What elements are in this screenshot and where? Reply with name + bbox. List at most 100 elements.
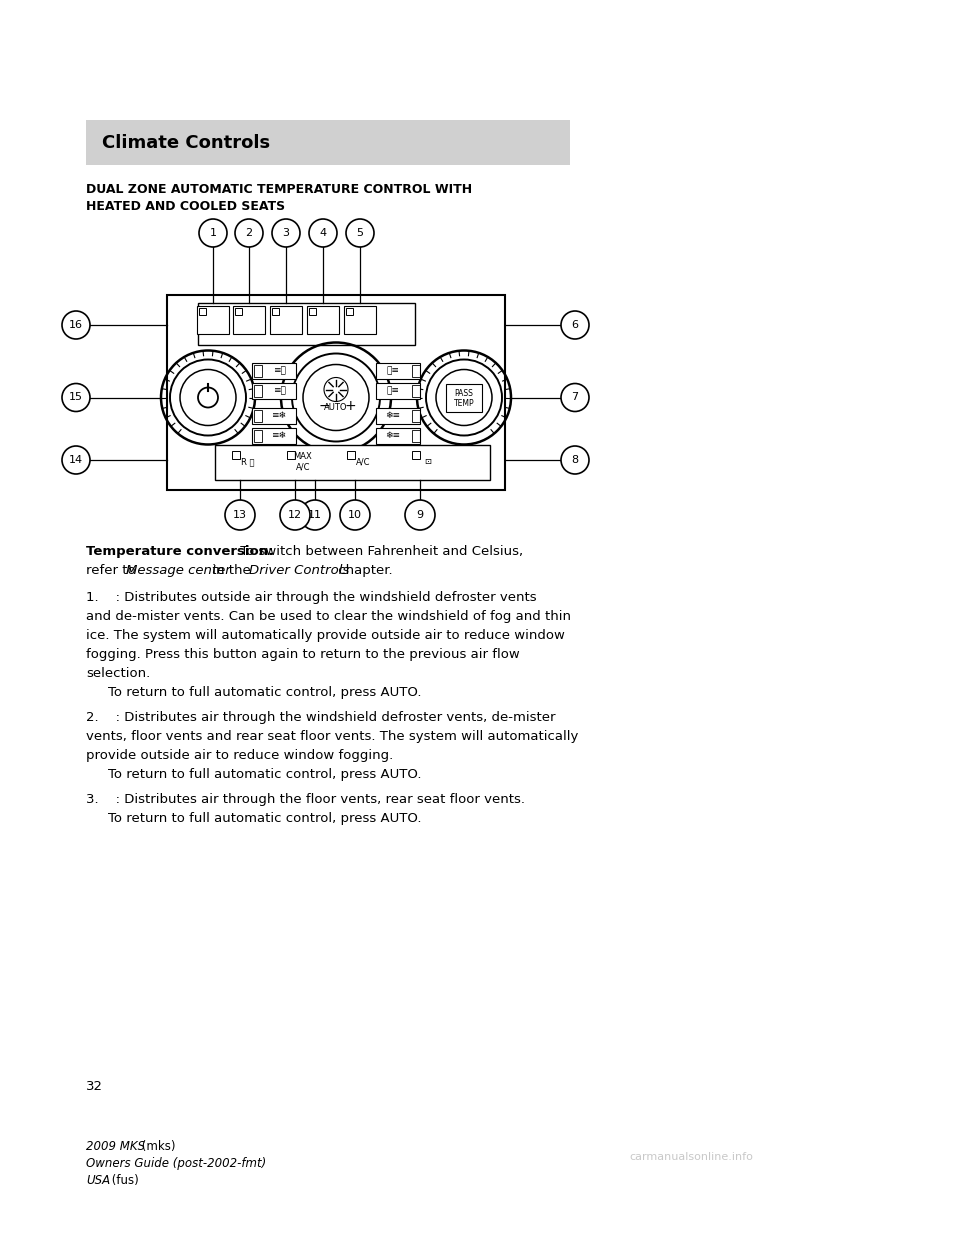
Text: 5: 5 [356,229,364,238]
Bar [254,365,262,378]
Bar [412,451,420,460]
Text: 9: 9 [417,510,423,520]
Text: 1: 1 [209,229,217,238]
Ellipse shape [346,219,374,247]
Bar [252,428,296,443]
Text: ≡✋: ≡✋ [273,366,285,375]
Text: 2009 MKS: 2009 MKS [86,1140,145,1153]
Text: ≡❄: ≡❄ [272,431,286,441]
Circle shape [180,370,236,426]
Text: 1.    : Distributes outside air through the windshield defroster vents: 1. : Distributes outside air through the… [86,591,537,604]
Bar [86,120,570,165]
Text: selection.: selection. [86,667,151,681]
Bar [270,306,302,334]
Bar [232,451,240,460]
Text: PASS: PASS [455,389,473,397]
Text: (fus): (fus) [108,1174,139,1187]
Text: 11: 11 [308,510,322,520]
Text: 4: 4 [320,229,326,238]
Text: ≡✋: ≡✋ [273,386,285,395]
Text: 3: 3 [282,229,290,238]
Ellipse shape [62,446,90,474]
Bar [287,451,295,460]
Ellipse shape [225,501,255,530]
Text: To return to full automatic control, press AUTO.: To return to full automatic control, pre… [108,812,421,825]
Bar [412,365,420,378]
Text: 32: 32 [86,1081,103,1093]
Text: ❄≡: ❄≡ [386,411,400,421]
Text: 2.    : Distributes air through the windshield defroster vents, de-mister: 2. : Distributes air through the windshi… [86,710,556,724]
Bar [167,296,505,491]
Text: DUAL ZONE AUTOMATIC TEMPERATURE CONTROL WITH: DUAL ZONE AUTOMATIC TEMPERATURE CONTROL … [86,183,472,196]
Text: 8: 8 [571,455,579,465]
Text: USA: USA [86,1174,110,1187]
Text: Owners Guide (post-2002-fmt): Owners Guide (post-2002-fmt) [86,1158,266,1170]
Text: ✋≡: ✋≡ [387,386,399,395]
Bar [235,308,242,315]
Text: fogging. Press this button again to return to the previous air flow: fogging. Press this button again to retu… [86,648,519,661]
Ellipse shape [235,219,263,247]
Ellipse shape [62,310,90,339]
Ellipse shape [561,384,589,411]
Ellipse shape [561,310,589,339]
Text: −: − [318,399,330,412]
Text: 14: 14 [69,455,84,465]
Text: 12: 12 [288,510,302,520]
Text: To return to full automatic control, press AUTO.: To return to full automatic control, pre… [108,768,421,781]
Ellipse shape [199,219,227,247]
Bar [215,445,490,479]
Bar [309,308,316,315]
Text: ✋≡: ✋≡ [387,366,399,375]
Bar [252,363,296,379]
Text: in the: in the [208,564,255,578]
Ellipse shape [561,446,589,474]
Circle shape [436,370,492,426]
Ellipse shape [272,219,300,247]
Bar [344,306,376,334]
Text: +: + [345,399,356,412]
Text: 7: 7 [571,392,579,402]
Bar [254,385,262,397]
Text: chapter.: chapter. [334,564,393,578]
Bar [252,409,296,424]
Bar [412,385,420,397]
Text: To return to full automatic control, press AUTO.: To return to full automatic control, pre… [108,686,421,699]
Text: ice. The system will automatically provide outside air to reduce window: ice. The system will automatically provi… [86,628,564,642]
Text: provide outside air to reduce window fogging.: provide outside air to reduce window fog… [86,749,394,763]
Bar [233,306,265,334]
Bar [446,384,482,411]
Bar [197,306,229,334]
Bar [252,383,296,399]
Ellipse shape [309,219,337,247]
Bar [412,430,420,442]
Bar [198,303,415,345]
Bar [307,306,339,334]
Text: 10: 10 [348,510,362,520]
Bar [376,409,420,424]
Text: MAX
A/C: MAX A/C [294,452,312,472]
Bar [347,451,355,460]
Text: Climate Controls: Climate Controls [102,133,270,152]
Text: TEMP: TEMP [454,399,474,409]
Ellipse shape [300,501,330,530]
Bar [199,308,206,315]
Bar [412,410,420,422]
Text: and de-mister vents. Can be used to clear the windshield of fog and thin: and de-mister vents. Can be used to clea… [86,610,571,623]
Ellipse shape [340,501,370,530]
Text: (mks): (mks) [138,1140,176,1153]
Ellipse shape [280,501,310,530]
Text: Message center: Message center [126,564,230,578]
Text: R ⬛: R ⬛ [241,457,254,467]
Text: vents, floor vents and rear seat floor vents. The system will automatically: vents, floor vents and rear seat floor v… [86,730,578,743]
Text: 16: 16 [69,320,83,330]
Text: ≡❄: ≡❄ [272,411,286,421]
Text: AUTO: AUTO [324,402,348,412]
Text: To switch between Fahrenheit and Celsius,: To switch between Fahrenheit and Celsius… [236,545,523,558]
Ellipse shape [405,501,435,530]
Bar [346,308,353,315]
Text: 6: 6 [571,320,579,330]
Bar [254,430,262,442]
Bar [376,383,420,399]
Text: 3.    : Distributes air through the floor vents, rear seat floor vents.: 3. : Distributes air through the floor v… [86,792,525,806]
Text: 13: 13 [233,510,247,520]
